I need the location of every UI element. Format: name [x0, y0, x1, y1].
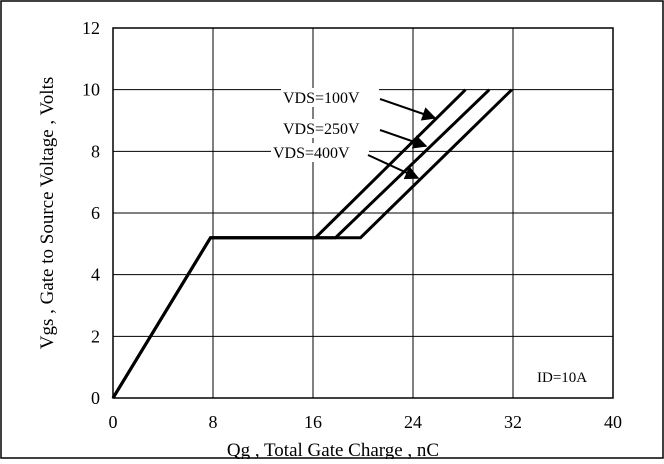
series-label-arrow-1 — [380, 99, 435, 118]
y-tick-label: 8 — [91, 141, 100, 161]
y-tick-label: 0 — [91, 388, 100, 408]
y-tick-label: 10 — [82, 80, 100, 100]
x-tick-label: 8 — [209, 412, 218, 432]
y-tick-label: 2 — [91, 326, 100, 346]
series-label-2: VDS=250V — [283, 121, 360, 138]
series-label-arrow-2 — [380, 130, 426, 146]
condition-annotation: ID=10A — [537, 370, 587, 386]
series-label-1: VDS=100V — [283, 90, 360, 107]
x-axis-label: Qg , Total Gate Charge , nC — [227, 440, 439, 459]
x-tick-label: 16 — [304, 412, 322, 432]
x-tick-label: 24 — [404, 412, 422, 432]
x-tick-label: 0 — [109, 412, 118, 432]
y-axis-label: Vgs , Gate to Source Voltage , Volts — [37, 77, 58, 350]
x-tick-label: 40 — [604, 412, 622, 432]
y-tick-label: 12 — [82, 18, 100, 38]
x-tick-label: 32 — [504, 412, 522, 432]
series-label-3: VDS=400V — [273, 145, 350, 162]
y-tick-label: 4 — [91, 265, 100, 285]
y-tick-label: 6 — [91, 203, 100, 223]
